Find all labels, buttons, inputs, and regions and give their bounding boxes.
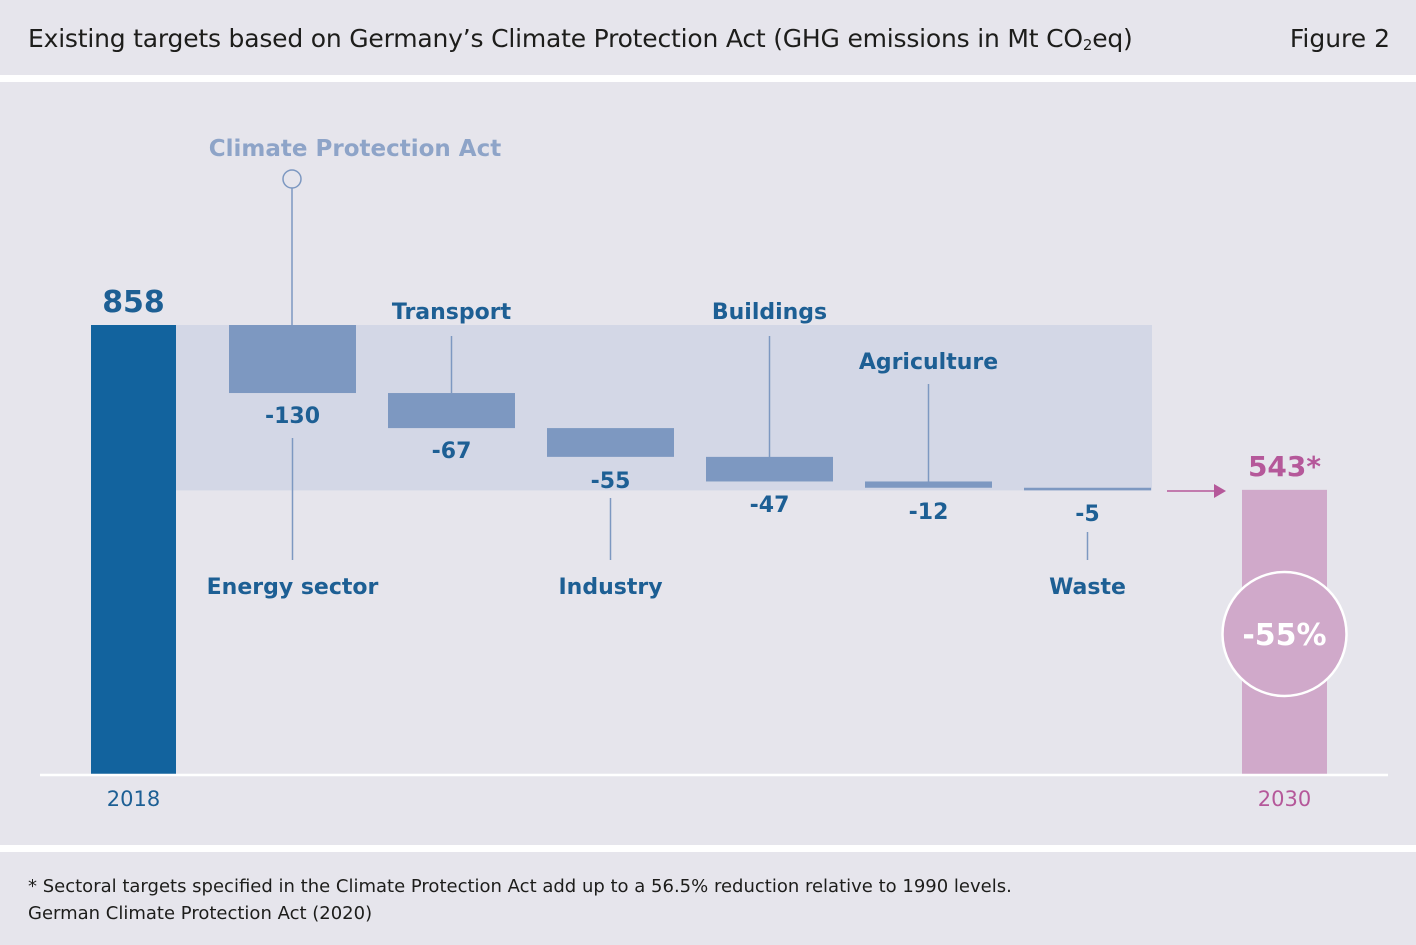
chart-title: Existing targets based on Germany’s Clim…	[28, 24, 1133, 54]
bar-2018	[91, 325, 176, 774]
figure-label: Figure 2	[1289, 24, 1390, 53]
reduction-label: -55%	[1242, 618, 1326, 653]
source-note: German Climate Protection Act (2020)	[28, 903, 373, 924]
value-label-buildings: -47	[750, 493, 790, 518]
value-label-transport: -67	[432, 439, 472, 464]
header-bar: Existing targets based on Germany’s Clim…	[0, 0, 1416, 75]
bar-waste	[1024, 487, 1151, 491]
footer-bar: * Sectoral targets specified in the Clim…	[0, 852, 1416, 945]
bar-energy-sector	[229, 325, 356, 394]
value-label-energy-sector: -130	[265, 404, 320, 429]
category-label-buildings: Buildings	[712, 300, 827, 325]
group-label: Climate Protection Act	[209, 136, 501, 162]
bar-transport	[388, 393, 515, 429]
x-tick-2030: 2030	[1258, 787, 1311, 811]
category-label-waste: Waste	[1049, 575, 1126, 600]
footnote: * Sectoral targets specified in the Clim…	[28, 876, 1012, 897]
value-label-industry: -55	[591, 469, 631, 494]
category-label-transport: Transport	[392, 300, 512, 325]
bar-agriculture	[865, 481, 992, 488]
group-marker-circle	[282, 169, 302, 189]
category-label-industry: Industry	[558, 575, 662, 600]
value-label-waste: -5	[1075, 502, 1099, 527]
reduction-circle	[1221, 570, 1348, 698]
value-label-2030: 543*	[1248, 450, 1321, 483]
x-tick-2018: 2018	[107, 787, 160, 811]
category-label-energy-sector: Energy sector	[207, 575, 379, 600]
value-label-2018: 858	[102, 285, 165, 320]
bar-buildings	[706, 456, 833, 482]
bar-industry	[547, 428, 674, 457]
category-label-agriculture: Agriculture	[859, 350, 998, 375]
arrow-head	[1214, 484, 1226, 498]
value-label-agriculture: -12	[909, 500, 949, 525]
